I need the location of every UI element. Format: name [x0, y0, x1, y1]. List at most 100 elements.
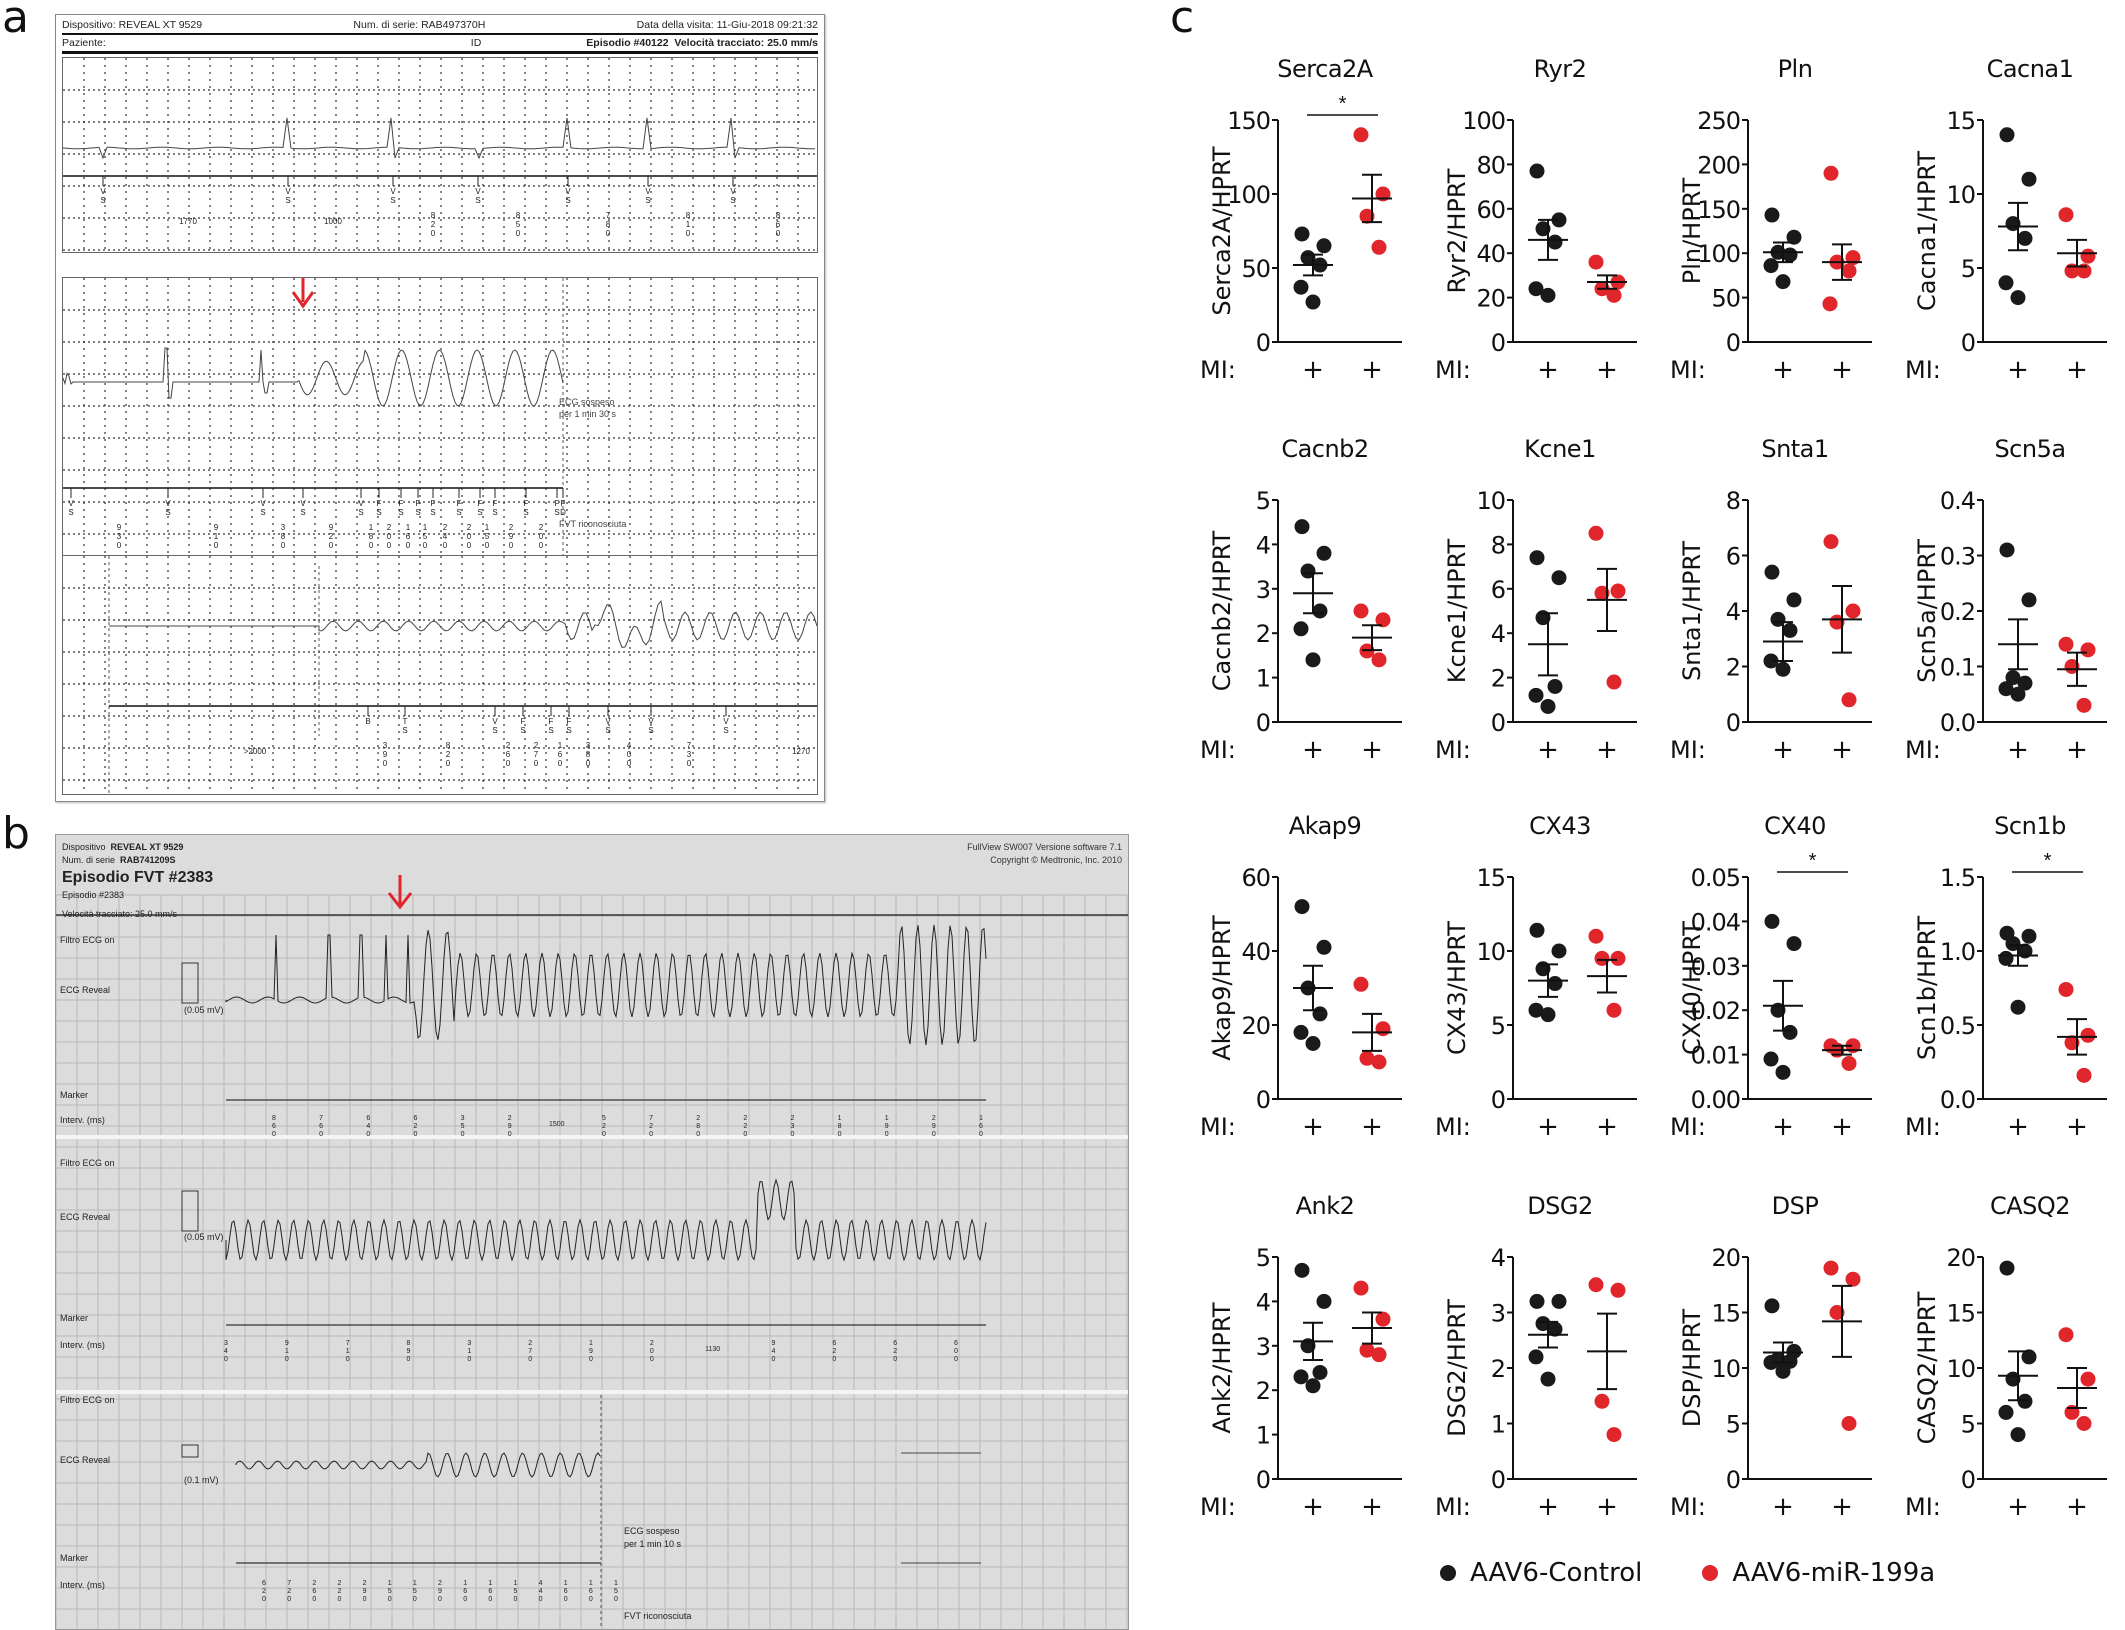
ecg-a-strip-3: B T S V S F S F S F S V S V S V S >2000 3 9 0 8 2 0 2 6 0 2 7 0 1 6 0 3 8 0…	[62, 555, 818, 795]
svg-text:0: 0	[776, 229, 781, 238]
svg-text:8: 8	[586, 750, 591, 759]
svg-text:CX43/HPRT: CX43/HPRT	[1443, 921, 1471, 1055]
svg-text:5: 5	[513, 1588, 517, 1595]
svg-text:MI:: MI:	[1670, 1493, 1706, 1521]
svg-text:20: 20	[1711, 1244, 1740, 1272]
scale-label-1: (0.05 mV)	[184, 1005, 224, 1015]
svg-text:0: 0	[539, 532, 544, 541]
svg-text:Cacna1/HPRT: Cacna1/HPRT	[1913, 151, 1941, 311]
chart-title: Cacna1	[1986, 55, 2074, 83]
svg-text:0: 0	[485, 541, 490, 550]
ecg-a-strip-1: V S V S V S V S V S V S V S 1770 1000 8 2 0 8 5 0 7 8 0 8 1 0 8 6 0	[62, 57, 818, 253]
svg-text:+: +	[1596, 355, 1618, 385]
svg-text:1270: 1270	[792, 747, 810, 756]
svg-text:2: 2	[363, 1580, 367, 1587]
svg-text:2: 2	[431, 220, 436, 229]
svg-text:100: 100	[1697, 240, 1740, 268]
svg-text:0: 0	[214, 541, 219, 550]
svg-text:+: +	[1537, 355, 1559, 385]
svg-text:+: +	[1361, 1112, 1383, 1142]
ecg-suspended-note: ECG sospeso per 1 min 10 s	[624, 1526, 682, 1549]
svg-text:0: 0	[954, 1348, 958, 1355]
mir199a-dot-icon	[1702, 1565, 1719, 1581]
svg-text:0: 0	[528, 1356, 532, 1363]
svg-text:+: +	[2007, 1492, 2029, 1522]
svg-text:F: F	[524, 499, 529, 508]
svg-text:+: +	[1302, 735, 1324, 765]
svg-text:MI:: MI:	[1200, 736, 1236, 764]
serial-text: RAB741209S	[120, 855, 176, 865]
svg-text:6: 6	[776, 220, 781, 229]
svg-text:0: 0	[589, 1596, 593, 1603]
ecg-printout-a: Dispositivo: REVEAL XT 9529 Num. di seri…	[55, 14, 825, 802]
svg-text:+: +	[2066, 355, 2088, 385]
svg-text:150: 150	[1227, 107, 1270, 135]
interval-label-1: Interv. (ms)	[60, 1115, 105, 1125]
svg-text:1: 1	[885, 1115, 889, 1122]
ecg-a-header-row1: Dispositivo: REVEAL XT 9529 Num. di seri…	[62, 19, 818, 35]
svg-text:F: F	[561, 499, 566, 508]
svg-text:S: S	[520, 726, 525, 735]
svg-text:V: V	[100, 187, 106, 196]
ecg-b-header-right: FullView SW007 Versione software 7.1 Cop…	[967, 841, 1122, 867]
svg-text:4: 4	[627, 741, 632, 750]
chart-title: Snta1	[1761, 435, 1829, 463]
marker-label-1: Marker	[60, 1090, 89, 1100]
svg-text:0: 0	[791, 1131, 795, 1138]
svg-text:6: 6	[589, 1588, 593, 1595]
svg-text:Scn5a/HPRT: Scn5a/HPRT	[1913, 539, 1941, 683]
svg-text:MI:: MI:	[1435, 356, 1471, 384]
svg-text:2: 2	[262, 1588, 266, 1595]
svg-text:0: 0	[312, 1596, 316, 1603]
svg-text:2: 2	[312, 1580, 316, 1587]
device-text: REVEAL XT 9529	[110, 842, 184, 852]
svg-text:Pln/HPRT: Pln/HPRT	[1678, 177, 1706, 284]
svg-text:5: 5	[516, 220, 521, 229]
svg-text:F: F	[478, 499, 483, 508]
svg-text:S: S	[285, 196, 290, 205]
svg-text:9: 9	[117, 523, 122, 532]
chart-snta1: Snta1 0 2 4 6 8 Snta1/HPRT MI: + +	[1660, 435, 1890, 805]
svg-text:S: S	[492, 508, 497, 517]
svg-text:0: 0	[463, 1596, 467, 1603]
svg-text:80: 80	[1476, 151, 1505, 179]
svg-text:9: 9	[932, 1123, 936, 1130]
svg-text:7: 7	[687, 741, 692, 750]
svg-text:0: 0	[406, 541, 411, 550]
svg-text:60: 60	[1241, 864, 1270, 892]
svg-text:0: 0	[1491, 1086, 1505, 1114]
svg-text:8: 8	[407, 1340, 411, 1347]
chart-title: CASQ2	[1989, 1192, 2071, 1220]
svg-text:1: 1	[485, 523, 490, 532]
svg-text:S: S	[645, 196, 650, 205]
svg-text:2: 2	[534, 741, 539, 750]
svg-text:200: 200	[1697, 151, 1740, 179]
svg-text:7: 7	[346, 1340, 350, 1347]
svg-text:4: 4	[539, 1588, 543, 1595]
svg-text:MI:: MI:	[1200, 1113, 1236, 1141]
svg-text:0: 0	[606, 229, 611, 238]
svg-text:1: 1	[388, 1580, 392, 1587]
svg-text:0: 0	[979, 1131, 983, 1138]
svg-text:2: 2	[791, 1115, 795, 1122]
svg-text:3: 3	[791, 1123, 795, 1130]
svg-text:2: 2	[337, 1580, 341, 1587]
svg-text:9: 9	[363, 1588, 367, 1595]
svg-text:S: S	[648, 726, 653, 735]
svg-text:0: 0	[1726, 709, 1740, 737]
svg-text:0: 0	[369, 541, 374, 550]
interval-label-3: Interv. (ms)	[60, 1580, 105, 1590]
svg-text:0: 0	[387, 541, 392, 550]
svg-text:V: V	[260, 499, 266, 508]
svg-text:8: 8	[516, 211, 521, 220]
svg-text:6: 6	[406, 532, 411, 541]
svg-text:7: 7	[534, 750, 539, 759]
svg-text:S: S	[475, 196, 480, 205]
svg-text:9: 9	[509, 532, 514, 541]
svg-text:0: 0	[1491, 329, 1505, 357]
svg-text:1: 1	[614, 1580, 618, 1587]
svg-text:V: V	[730, 187, 736, 196]
svg-text:V: V	[475, 187, 481, 196]
svg-text:2: 2	[413, 1123, 417, 1130]
svg-text:40: 40	[1476, 240, 1505, 268]
